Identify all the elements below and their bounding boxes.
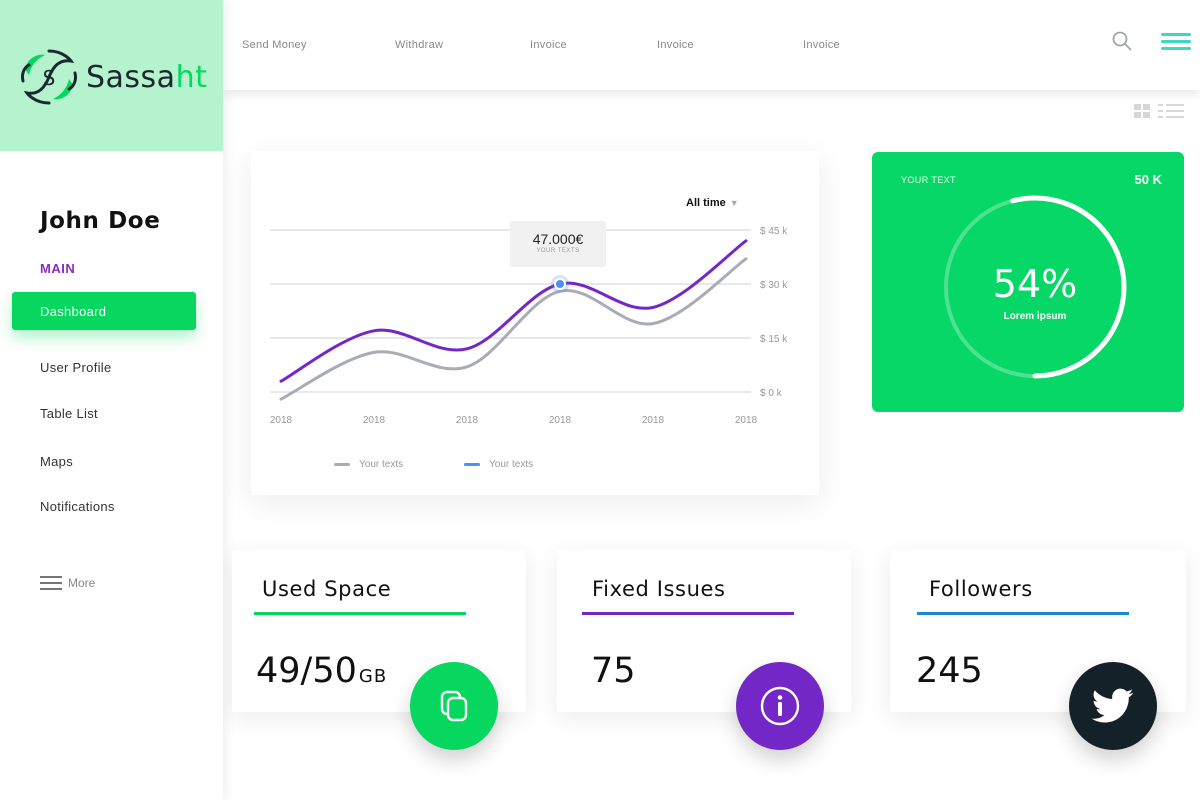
legend-label: Your texts — [359, 459, 404, 470]
x-tick-label: 2018 — [642, 415, 665, 426]
stat-number: 245 — [916, 651, 983, 691]
brand-name-main: Sassa — [86, 60, 176, 95]
y-tick-label: $ 15 k — [760, 334, 788, 345]
time-filter-label: All time — [686, 197, 726, 209]
twitter-icon — [1092, 688, 1134, 723]
hamburger-icon[interactable] — [1161, 33, 1191, 51]
stat-underline — [254, 612, 466, 615]
sidebar-item-table-list[interactable]: Table List — [40, 406, 98, 421]
chart-card: All time ▼ $ 0 k $ 15 k $ 30 k $ 45 k 2018 20… — [251, 151, 819, 495]
gauge-percent: 54% — [992, 262, 1078, 306]
legend-item: Your texts — [334, 459, 403, 470]
grid-view-icon[interactable] — [1134, 104, 1150, 118]
list-view-icon[interactable] — [1158, 104, 1184, 118]
hamburger-icon — [40, 576, 62, 590]
chevron-down-icon: ▼ — [729, 198, 739, 208]
tooltip-sublabel: YOUR TEXTS — [536, 248, 580, 254]
series-line — [279, 239, 748, 383]
legend-swatch — [464, 463, 480, 466]
stat-underline — [917, 612, 1129, 615]
gauge-sublabel: Lorem ipsum — [1003, 311, 1067, 322]
section-label-main: MAIN — [40, 261, 76, 276]
copy-button[interactable] — [410, 662, 498, 750]
nav-link-invoice[interactable]: Invoice — [657, 39, 694, 51]
gauge-card-label: YOUR TEXT — [901, 175, 956, 185]
sidebar: S Sassaht John Doe MAIN Dashboard User P… — [0, 0, 223, 800]
line-chart: $ 0 k $ 15 k $ 30 k $ 45 k 2018 2018 2018 2018 2… — [270, 226, 788, 426]
progress-ring-fill — [943, 195, 1127, 379]
sidebar-item-dashboard[interactable]: Dashboard — [12, 292, 196, 330]
more-label: More — [68, 576, 96, 590]
sidebar-item-maps[interactable]: Maps — [40, 454, 73, 469]
x-tick-label: 2018 — [549, 415, 572, 426]
gauge-card: YOUR TEXT 50 K 54% Lorem ipsum — [872, 152, 1184, 412]
nav-link-withdraw[interactable]: Withdraw — [395, 39, 444, 51]
series-line — [279, 257, 748, 401]
stat-number: 75 — [591, 651, 636, 691]
twitter-button[interactable] — [1069, 662, 1157, 750]
info-icon — [760, 686, 800, 726]
legend-swatch — [334, 463, 350, 466]
tooltip-value: 47.000€ — [532, 231, 584, 247]
stat-title: Fixed Issues — [592, 577, 726, 601]
stat-card-used-space: Used Space 49/50 GB — [232, 550, 526, 750]
logo-icon: S — [21, 49, 77, 105]
copy-icon — [440, 690, 468, 722]
sidebar-item-label: Dashboard — [40, 304, 107, 319]
stat-value: 245 — [916, 651, 983, 691]
sidebar-item-user-profile[interactable]: User Profile — [40, 360, 112, 375]
gauge-card-value: 50 K — [1134, 172, 1162, 187]
x-tick-label: 2018 — [270, 415, 293, 426]
x-tick-label: 2018 — [363, 415, 386, 426]
time-filter-dropdown[interactable]: All time ▼ — [686, 197, 739, 209]
stat-unit: GB — [358, 666, 388, 687]
view-toggles — [1134, 104, 1184, 118]
svg-text:S: S — [43, 66, 56, 90]
y-tick-label: $ 0 k — [760, 388, 783, 399]
nav-link-invoice[interactable]: Invoice — [803, 39, 840, 51]
search-icon[interactable] — [1112, 31, 1132, 51]
top-bar: Send Money Withdraw Invoice Invoice Invo… — [223, 0, 1200, 90]
user-name: John Doe — [40, 208, 161, 234]
nav-link-invoice[interactable]: Invoice — [530, 39, 567, 51]
legend-label: Your texts — [489, 459, 534, 470]
brand-name-accent: ht — [175, 60, 208, 95]
info-button[interactable] — [736, 662, 824, 750]
legend-item: Your texts — [464, 459, 533, 470]
x-tick-label: 2018 — [735, 415, 758, 426]
logo-area[interactable]: S Sassaht — [0, 0, 223, 151]
stat-title: Followers — [929, 577, 1033, 601]
highlight-point — [554, 278, 566, 290]
more-button[interactable]: More — [40, 576, 95, 590]
stat-value: 49/50 GB — [256, 651, 387, 691]
brand-name: Sassaht — [86, 60, 207, 95]
stat-value: 75 — [591, 651, 636, 691]
y-tick-label: $ 45 k — [760, 226, 788, 237]
x-tick-label: 2018 — [456, 415, 479, 426]
chart-tooltip: 47.000€ YOUR TEXTS — [510, 221, 606, 267]
y-tick-label: $ 30 k — [760, 280, 788, 291]
stat-underline — [582, 612, 794, 615]
stat-card-fixed-issues: Fixed Issues 75 — [557, 550, 851, 750]
stat-card-followers: Followers 245 — [890, 550, 1186, 750]
stat-title: Used Space — [262, 577, 392, 601]
progress-ring — [943, 195, 1127, 379]
nav-link-send-money[interactable]: Send Money — [242, 39, 307, 51]
sidebar-item-notifications[interactable]: Notifications — [40, 499, 115, 514]
stat-number: 49/50 — [256, 651, 357, 691]
